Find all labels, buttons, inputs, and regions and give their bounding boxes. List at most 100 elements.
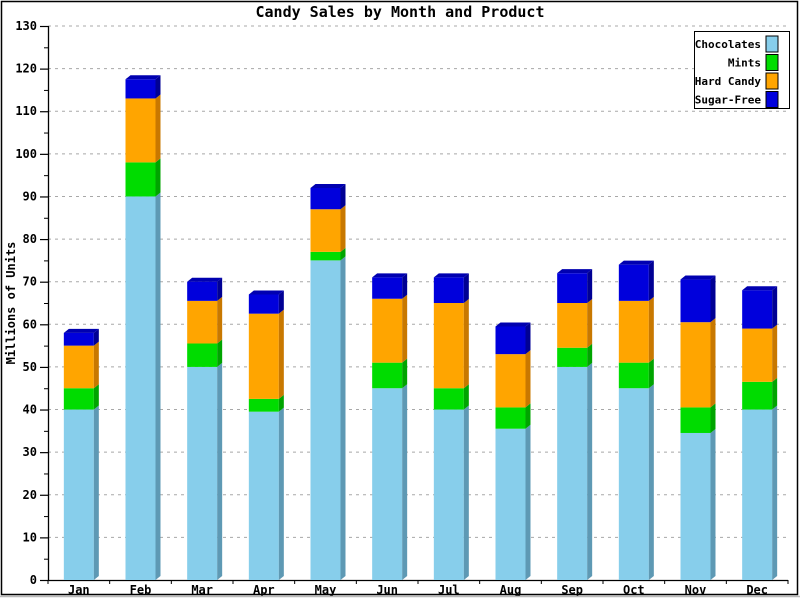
bar-segment-side <box>463 384 469 410</box>
bar-segment-side <box>278 407 284 580</box>
x-category-label: May <box>315 583 337 597</box>
bar-segment-side <box>93 341 99 389</box>
bar-segment-side <box>93 384 99 410</box>
bar-segment-front <box>372 388 403 580</box>
bar-segment-front <box>372 298 403 363</box>
bar-segment-front <box>372 362 403 389</box>
bar-segment-front <box>433 409 464 580</box>
bar-segment-side <box>772 377 778 410</box>
gridlines-group <box>48 25 788 538</box>
y-tick-label: 130 <box>15 19 37 33</box>
y-tick-label: 110 <box>15 104 37 118</box>
y-tick-label: 120 <box>15 62 37 76</box>
bar-segment-side <box>278 309 284 399</box>
bar-segment-side <box>463 405 469 580</box>
bar-segment-front <box>187 281 218 301</box>
y-tick-label: 90 <box>23 189 37 203</box>
bar-top-face <box>742 286 778 291</box>
bar-segment-side <box>155 94 161 163</box>
bar-segment-side <box>278 290 284 314</box>
y-tick-label: 10 <box>23 530 37 544</box>
x-category-labels-group: Jan Feb Mar Apr May Jun Jul Aug Sep Oct Nov Dec <box>68 583 768 597</box>
legend-label: Mints <box>728 57 761 70</box>
bar-segment-front <box>680 407 711 433</box>
bar-segment-side <box>648 384 654 580</box>
y-tick-label: 60 <box>23 317 37 331</box>
bar-segment-front <box>63 409 94 580</box>
bar-segment-front <box>557 347 588 367</box>
legend-swatch <box>765 72 779 90</box>
bar-segment-front <box>742 381 773 410</box>
bar-top-face <box>125 75 161 80</box>
bar-segment-side <box>402 273 408 299</box>
legend-label: Chocolates <box>695 38 761 51</box>
bar-top-face <box>495 322 531 327</box>
bar-top-face <box>557 269 593 274</box>
legend-swatch <box>765 91 779 108</box>
bar-segment-side <box>402 384 408 580</box>
bar-segment-side <box>217 339 223 367</box>
y-tick-label: 40 <box>23 403 37 417</box>
bar-segment-side <box>648 296 654 363</box>
bar-segment-front <box>495 326 526 355</box>
bar-top-face <box>187 277 223 282</box>
x-category-label: Jun <box>376 583 398 597</box>
x-category-label: Oct <box>623 583 645 597</box>
bar-segment-front <box>187 343 218 367</box>
bar-segment-side <box>587 343 593 367</box>
bar-top-face <box>680 275 716 280</box>
bar-segment-side <box>772 405 778 580</box>
bar-top-face <box>618 260 654 265</box>
bar-segment-side <box>772 324 778 382</box>
x-category-label: Feb <box>130 583 152 597</box>
y-axis-title: Millions of Units <box>4 242 18 365</box>
bar-segment-front <box>63 345 94 389</box>
bar-top-face <box>310 183 346 188</box>
legend-label: Hard Candy <box>695 75 762 88</box>
bar-segment-front <box>63 388 94 410</box>
bar-segment-side <box>155 158 161 197</box>
x-category-label: Nov <box>685 583 707 597</box>
y-tick-label: 100 <box>15 147 37 161</box>
legend-swatch <box>765 35 779 53</box>
bar-segment-front <box>433 277 464 303</box>
bar-segment-side <box>340 256 346 580</box>
x-category-label: Jan <box>68 583 90 597</box>
bar-segment-front <box>680 279 711 323</box>
bar-segment-side <box>772 286 778 329</box>
bar-segment-front <box>187 366 218 580</box>
bar-segment-side <box>278 394 284 412</box>
bar-segment-side <box>710 403 716 433</box>
bar-segment-front <box>125 79 156 99</box>
y-tick-label: 0 <box>30 573 37 587</box>
chart-title: Candy Sales by Month and Product <box>256 3 545 21</box>
bar-top-face <box>433 273 469 278</box>
bar-segment-front <box>618 300 649 363</box>
bar-segment-front <box>557 273 588 303</box>
bar-segment-side <box>587 269 593 303</box>
y-tick-label: 80 <box>23 232 37 246</box>
bar-segment-front <box>618 388 649 580</box>
x-category-label: Apr <box>253 583 275 597</box>
bar-segment-side <box>463 273 469 303</box>
bar-segment-side <box>340 247 346 261</box>
bar-segment-front <box>495 428 526 580</box>
x-category-label: Dec <box>746 583 768 597</box>
bar-segment-side <box>217 362 223 580</box>
x-category-label: Mar <box>191 583 213 597</box>
bar-segment-front <box>248 411 279 580</box>
bar-segment-side <box>710 428 716 580</box>
bars-group <box>63 75 778 580</box>
axes-group <box>40 25 789 584</box>
bar-segment-front <box>680 432 711 580</box>
bar-segment-side <box>217 277 223 301</box>
bar-segment-front <box>248 398 279 412</box>
bar-top-face <box>63 328 99 333</box>
bar-segment-front <box>125 162 156 197</box>
bar-segment-front <box>433 388 464 410</box>
bar-segment-front <box>187 300 218 344</box>
bar-segment-front <box>125 196 156 580</box>
x-category-label: Jul <box>438 583 460 597</box>
